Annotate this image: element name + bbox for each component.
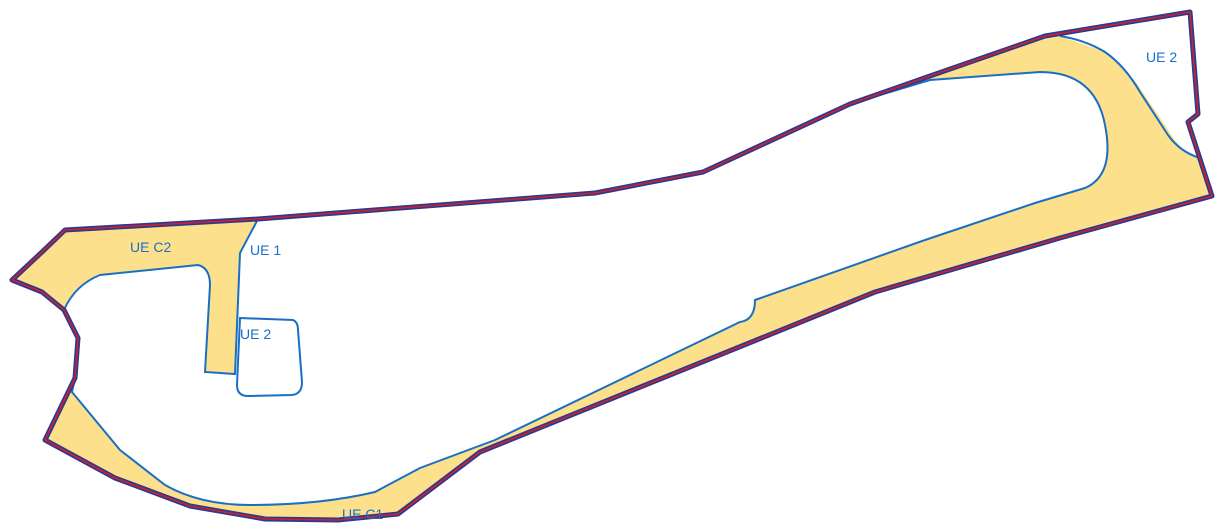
parcel-boundary-inner [11, 11, 1213, 521]
ue-2-pocket [235, 316, 304, 398]
ue-2-right-area [1060, 12, 1200, 158]
label-ue-c1: UE C1 [342, 506, 383, 522]
main-area-white [62, 70, 1109, 507]
label-ue-2-center: UE 2 [240, 326, 271, 342]
label-ue-1: UE 1 [250, 242, 281, 258]
ue-2-right-boundary [1059, 35, 1201, 159]
label-ue-c2: UE C2 [130, 239, 171, 255]
label-ue-2-right: UE 2 [1146, 49, 1177, 65]
